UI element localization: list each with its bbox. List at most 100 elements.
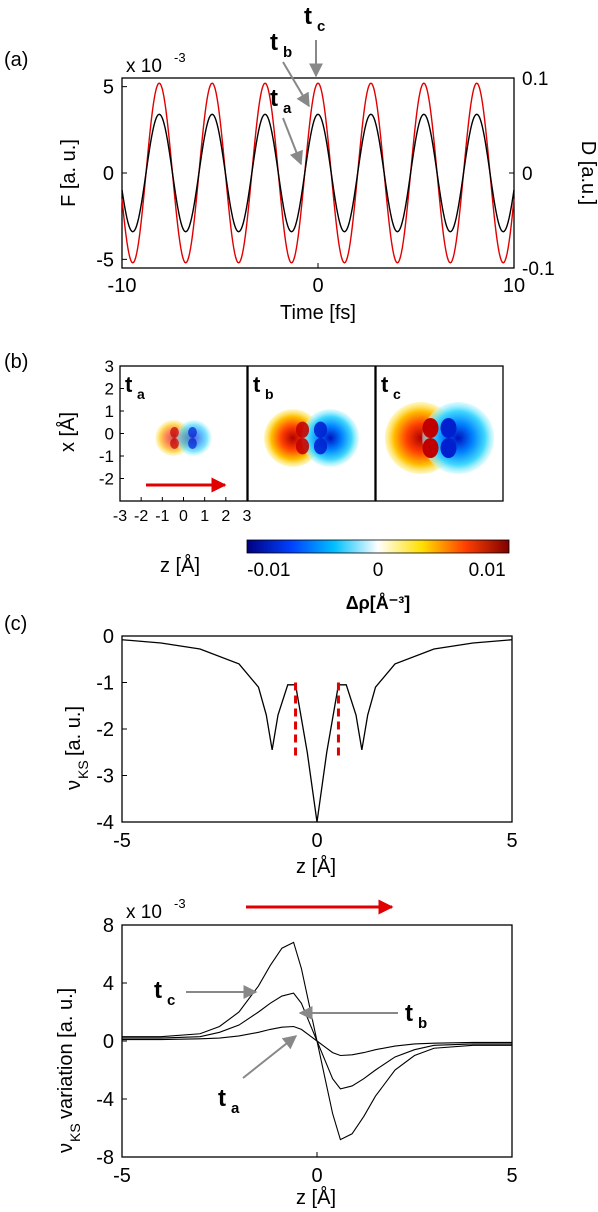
panel-c-bottom-scale-note: x 10 xyxy=(126,902,162,923)
marker-ta-c-sub: a xyxy=(231,1100,240,1117)
panel-c-top-ylabel-rest: [a. u.] xyxy=(63,706,85,756)
panel-b-xtick-label: -3 xyxy=(113,508,127,525)
heatmap-ta: t a xyxy=(119,365,248,502)
panel-c-bottom-ytick-label: 8 xyxy=(103,915,114,937)
panel-a-scale-note: x 10 xyxy=(126,56,162,77)
density-lobe-negative xyxy=(301,409,360,467)
marker-tc-a: t c xyxy=(304,3,325,78)
heatmap-density-1 xyxy=(264,409,360,467)
panel-b-xtick-label: 3 xyxy=(243,508,252,525)
vks-curve xyxy=(121,639,513,823)
panel-c-bottom: x 10 -3 -5 0 5 8 4 0 -4 -8 ν KS variation [a. u… xyxy=(55,896,518,1209)
panel-a-series xyxy=(121,82,515,264)
density-core xyxy=(170,438,179,449)
colorbar-tick-label: 0.01 xyxy=(469,560,506,581)
panel-b-ytick-label: 0 xyxy=(105,425,114,444)
panel-c-bottom-ytick-label: -8 xyxy=(96,1147,114,1169)
panel-c-top-ylabel: ν KS [a. u.] xyxy=(63,706,91,790)
panel-b-xlabel: z [Å] xyxy=(160,554,200,577)
heatmap-ta-sub: a xyxy=(137,386,145,402)
panel-c-bottom-xtick-label: 0 xyxy=(311,1165,322,1187)
panel-a-ylabel-right: D [a.u.] xyxy=(577,141,598,205)
marker-ta-a-name: t xyxy=(270,85,278,112)
colorbar-tick-label: -0.01 xyxy=(247,560,290,581)
marker-tc-c-sub: c xyxy=(167,992,175,1009)
heatmap-tb-sub: b xyxy=(265,386,274,402)
marker-tc-c-name: t xyxy=(154,977,162,1004)
marker-tc-a-name: t xyxy=(304,3,312,30)
heatmap-tc-name: t xyxy=(381,372,389,397)
density-core xyxy=(188,438,197,449)
panel-c-bottom-xlabel: z [Å] xyxy=(296,1186,336,1209)
panel-c-top-xtick-label: -5 xyxy=(113,830,131,852)
panel-c-bottom-scale-exp: -3 xyxy=(174,896,186,911)
panel-a-label: (a) xyxy=(4,49,28,71)
panel-b-ytick-label: 1 xyxy=(105,402,114,421)
panel-c-top-xlabel: z [Å] xyxy=(296,855,336,878)
panel-c-bottom-ticks: -5 0 5 8 4 0 -4 -8 xyxy=(96,915,517,1187)
panel-b-ytick-label: -1 xyxy=(99,447,114,466)
panel-c-bottom-xtick-label: -5 xyxy=(113,1165,131,1187)
panel-c-bottom-ylabel: ν KS variation [a. u.] xyxy=(55,988,83,1153)
heatmap-density-2 xyxy=(384,402,495,474)
panel-c-top-ytick-label: -2 xyxy=(96,719,114,741)
panel-b-xtick-label: 0 xyxy=(179,508,188,525)
density-core xyxy=(295,421,310,438)
density-core xyxy=(440,438,457,458)
panel-b-xtick-label: -2 xyxy=(134,508,148,525)
density-core xyxy=(170,427,179,438)
density-core xyxy=(313,438,328,455)
density-core xyxy=(422,418,439,438)
panel-c-top-ytick-label: -3 xyxy=(96,766,114,788)
panel-b-label: (b) xyxy=(4,351,28,373)
panel-a: (a) x 10 -3 -10 0 10 -5 0 5 -0.1 0 0.1 F [a. u.]… xyxy=(4,3,598,324)
panel-c-top-ticks: -5 0 5 0 -1 -2 -3 -4 xyxy=(96,626,517,852)
marker-ta-a-sub: a xyxy=(283,100,292,117)
panel-c-top-ylabel-main: ν xyxy=(63,780,85,790)
panel-b-ytick-label: 3 xyxy=(105,357,114,376)
panel-a-scale-exp: -3 xyxy=(174,50,186,65)
panel-b-ylabel: x [Å] xyxy=(56,412,79,452)
density-core xyxy=(188,427,197,438)
panel-a-ytick-right-label: 0 xyxy=(522,164,533,185)
marker-tb-a-name: t xyxy=(270,29,278,56)
heatmap-density-0 xyxy=(155,420,212,456)
marker-tb-c: t b xyxy=(298,1000,427,1032)
panel-a-series-line-black xyxy=(121,113,515,233)
panel-b-xtick-label: 2 xyxy=(221,508,230,525)
panel-c-bottom-xtick-label: 5 xyxy=(506,1165,517,1187)
density-lobe-negative xyxy=(422,402,495,474)
heatmap-tc-sub: c xyxy=(393,386,401,402)
panel-c-bottom-ytick-label: 0 xyxy=(103,1031,114,1053)
heatmap-tc: t c xyxy=(375,365,504,502)
panel-c-top-axes-box xyxy=(121,635,513,823)
density-lobe-negative xyxy=(175,420,212,456)
panel-a-xtick-label: -10 xyxy=(108,275,137,297)
marker-tb-a-arrow xyxy=(282,61,310,108)
colorbar-label: Δρ[Å⁻³] xyxy=(346,593,411,613)
marker-ta-a-arrow xyxy=(282,117,303,166)
panel-c-bottom-ylabel-main: ν xyxy=(55,1143,77,1153)
panel-a-ytick-right-label: -0.1 xyxy=(522,259,555,280)
panel-a-axes-box xyxy=(121,77,515,269)
panel-c-top-ytick-label: 0 xyxy=(103,626,114,648)
panel-a-ytick-label: -5 xyxy=(96,249,114,271)
panel-b-ytick-label: 2 xyxy=(105,380,114,399)
panel-a-ytick-label: 5 xyxy=(103,77,114,99)
panel-c-top-xtick-label: 0 xyxy=(311,830,322,852)
panel-c-bottom-ytick-label: -4 xyxy=(96,1089,114,1111)
marker-tb-c-sub: b xyxy=(418,1015,427,1032)
heatmap-ta-name: t xyxy=(125,372,133,397)
heatmap-tb-name: t xyxy=(253,372,261,397)
marker-tb-c-name: t xyxy=(405,1000,413,1027)
panel-c-bottom-ylabel-rest: variation [a. u.] xyxy=(55,988,77,1119)
marker-tc-a-sub: c xyxy=(317,18,325,35)
vks-variation-curve-ta xyxy=(122,1025,512,1057)
panel-a-ticks: -10 0 10 -5 0 5 -0.1 0 0.1 xyxy=(96,69,555,297)
colorbar-tick-label: 0 xyxy=(373,560,384,581)
panel-c-top-ylabel-sub: KS xyxy=(75,760,91,779)
density-core xyxy=(313,421,328,438)
panel-a-xtick-label: 10 xyxy=(503,275,525,297)
